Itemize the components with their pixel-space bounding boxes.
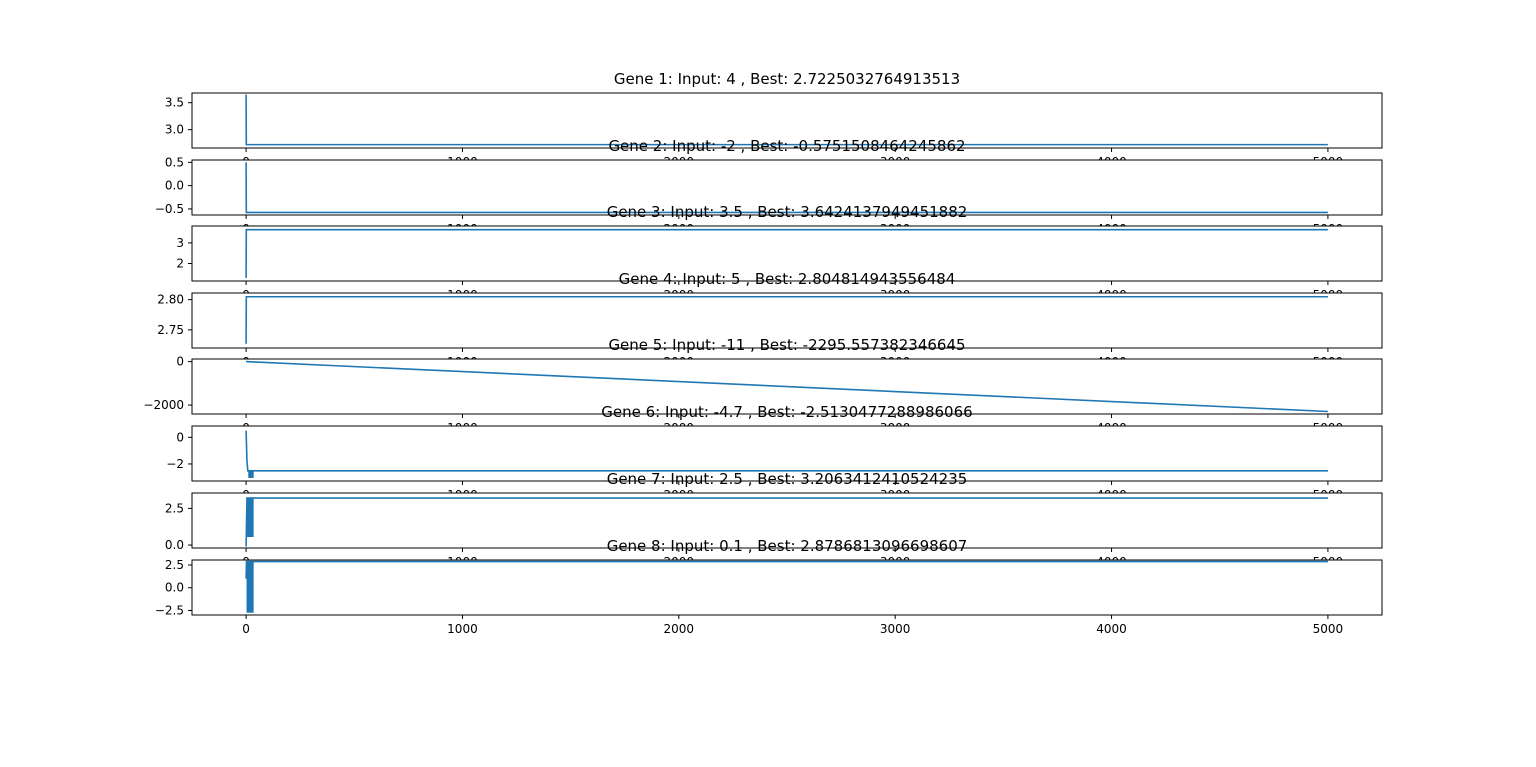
series-line [245,94,1328,146]
subplot-title: Gene 3: Input: 3.5 , Best: 3.64241379494… [607,203,968,221]
y-tick-label: 0 [176,355,184,369]
subplot-title: Gene 6: Input: -4.7 , Best: -2.513047728… [601,403,972,421]
y-tick-label: 3 [176,236,184,250]
subplot-2: −0.5 0.0 0.5 [155,155,1383,219]
axes-frame [191,492,1383,549]
y-tick-label: −2.5 [155,603,184,617]
x-tick-label: 1000 [447,622,478,636]
y-tick-label: 0.5 [165,155,184,169]
subplot-title: Gene 7: Input: 2.5 , Best: 3.20634124105… [607,470,968,488]
y-tick-label: 0 [176,430,184,444]
axes-frame [191,292,1383,349]
axes-frame [191,425,1383,482]
subplot-title: Gene 2: Input: -2 , Best: -0.57515084642… [608,137,965,155]
y-tick-label: 2.5 [165,501,184,515]
x-tick-label: 0 [242,622,250,636]
series-line [245,430,1328,472]
series-line [246,360,1328,413]
subplot-title: Gene 8: Input: 0.1 , Best: 2.87868130966… [607,537,968,555]
y-tick-label: −0.5 [155,202,184,216]
series-line [245,295,1328,344]
subplot-title: Gene 4: Input: 5 , Best: 2.8048149435564… [619,270,956,288]
y-tick-label: 0.0 [165,538,184,552]
subplot-1: 3.0 3.5 [165,92,1383,152]
axes-frame [191,159,1383,216]
subplot-5: −2000 0 [143,355,1383,418]
x-tick-label: 4000 [1096,622,1127,636]
y-tick-label: 0.0 [165,581,184,595]
subplot-8: −2.5 0.0 2.5 [155,558,1383,619]
y-tick-label: 2.75 [157,323,184,337]
series-line [245,560,1328,579]
subplot-3: 23 [176,225,1383,285]
axes-frame [191,225,1383,282]
y-tick-label: 0.0 [165,179,184,193]
oscillation-burst [248,470,254,478]
x-tick-label: 3000 [880,622,911,636]
x-tick-label: 5000 [1313,622,1344,636]
y-tick-label: 2.80 [157,293,184,307]
subplot-title: Gene 1: Input: 4 , Best: 2.7225032764913… [614,70,960,88]
axes-frame [191,92,1383,149]
y-tick-label: 2 [176,256,184,270]
subplot-6: −2 0 [166,425,1383,485]
oscillation-burst [246,497,254,537]
y-tick-label: 3.5 [165,96,184,110]
subplot-4: 2.75 2.80 [157,292,1383,352]
x-tick-label: 2000 [664,622,695,636]
oscillation-burst [246,561,254,613]
series-line [245,162,1328,214]
y-tick-label: −2000 [143,398,184,412]
y-tick-label: 3.0 [165,123,184,137]
series-line [245,228,1328,278]
y-tick-label: 2.5 [165,558,184,572]
subplot-title: Gene 5: Input: -11 , Best: -2295.5573823… [608,336,965,354]
axes-frame [191,559,1383,616]
y-tick-label: −2 [166,457,184,471]
subplot-7: 0.0 2.5 [165,492,1383,552]
